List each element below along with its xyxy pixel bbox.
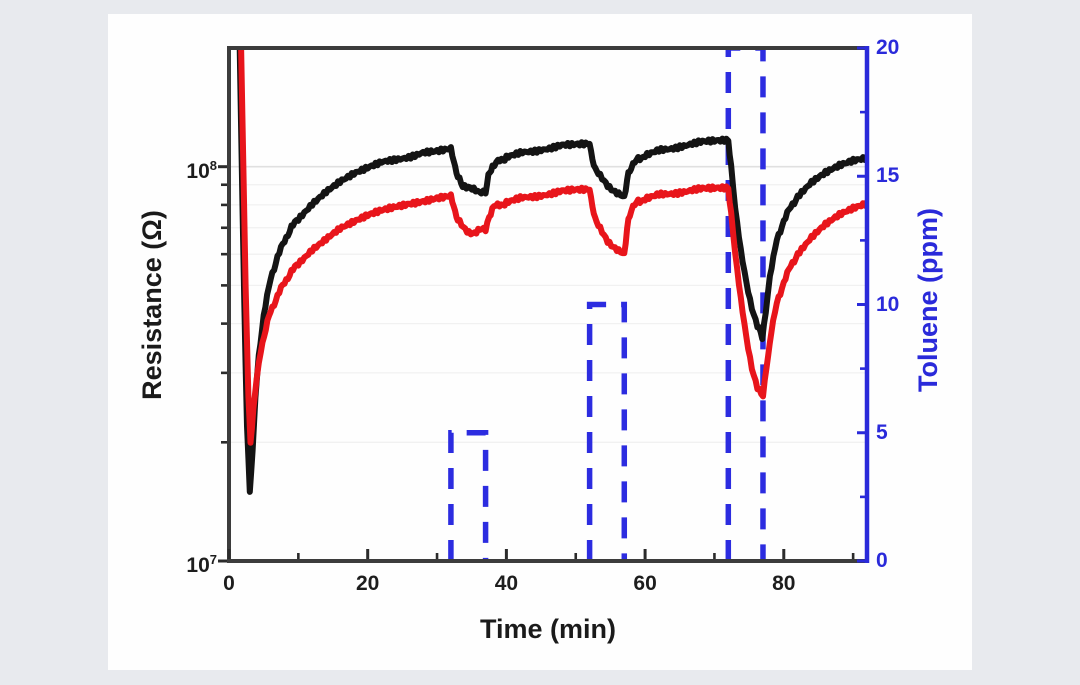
right-axis-tick-label: 10 [876,292,900,316]
resistance-sensor-black [236,48,867,495]
chart-canvas [218,46,870,563]
left-axis-title: Resistance (Ω) [137,210,167,400]
toluene-pulse [725,48,766,561]
toluene-pulse [448,430,489,561]
figure-panel: Resistance (Ω) Toluene (ppm) Time (min) … [108,14,972,670]
x-axis-tick-label: 80 [772,572,796,595]
left-axis-tick-label: 107 [186,552,217,577]
right-axis-tick-label: 15 [876,164,900,188]
right-axis-tick-label: 0 [876,549,888,572]
left-axis-tick-label: 108 [186,157,217,183]
x-axis-title: Time (min) [479,614,616,644]
right-axis-tick-label: 5 [876,420,888,444]
toluene-pulse [586,301,628,561]
x-axis-tick-label: 0 [223,572,235,595]
resistance-sensor-red [238,48,867,446]
right-axis-tick-label: 20 [876,36,900,59]
x-axis-tick-label: 40 [494,572,519,595]
x-axis-tick-label: 60 [633,572,657,595]
plot-frame [227,46,869,563]
x-axis-tick-label: 20 [356,572,380,595]
